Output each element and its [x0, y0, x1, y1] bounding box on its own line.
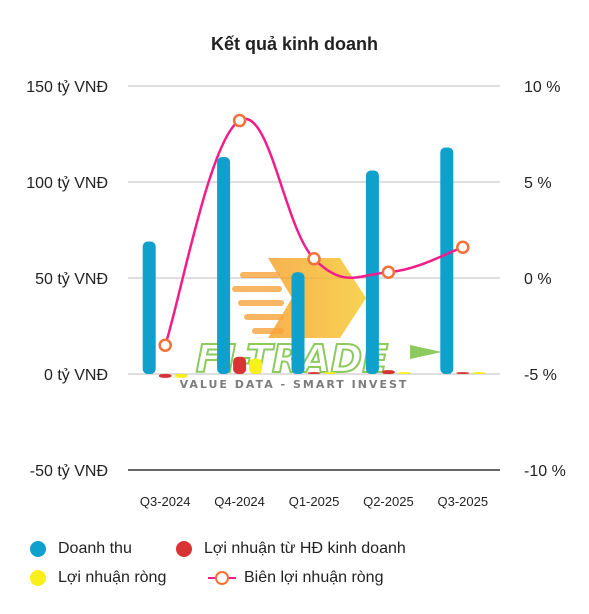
bar-0-1[interactable]	[217, 157, 231, 374]
y-right-tick-label: -5 %	[524, 367, 557, 384]
y-right-tick-label: -10 %	[524, 463, 566, 480]
x-tick-label: Q3-2025	[438, 494, 489, 509]
legend-swatch-loi-nhuan-rong	[30, 570, 46, 586]
y-left-tick-label: 0 tỷ VNĐ	[44, 367, 108, 384]
y-left-tick-label: 150 tỷ VNĐ	[26, 79, 108, 96]
bar-0-4[interactable]	[440, 147, 454, 374]
legend-item-loi-nhuan-rong[interactable]: Lợi nhuận ròng	[30, 569, 166, 587]
bar-1-4[interactable]	[456, 372, 470, 374]
y-right-tick-label: 5 %	[524, 175, 552, 192]
legend-label-doanh-thu: Doanh thu	[58, 540, 132, 557]
y-left-tick-label: 100 tỷ VNĐ	[26, 175, 108, 192]
bar-1-2[interactable]	[307, 372, 321, 374]
legend-item-loi-nhuan-hd[interactable]: Lợi nhuận từ HĐ kinh doanh	[176, 540, 406, 558]
margin-point-1[interactable]	[232, 113, 247, 128]
y-left-tick-label: 50 tỷ VNĐ	[35, 271, 108, 288]
bar-0-2[interactable]	[291, 272, 305, 374]
x-tick-label: Q4-2024	[214, 494, 265, 509]
y-right-tick-label: 10 %	[524, 79, 560, 96]
chart-canvas: FI-TRADE VALUE DATA - SMART INVEST 150 t…	[26, 79, 566, 509]
legend-swatch-doanh-thu	[30, 541, 46, 557]
legend-item-bien-loi-nhuan[interactable]: Biên lợi nhuận ròng	[208, 569, 383, 587]
bar-2-4[interactable]	[472, 372, 486, 374]
bar-2-0[interactable]	[174, 374, 188, 378]
bar-1-1[interactable]	[233, 356, 247, 374]
legend-label-loi-nhuan-rong: Lợi nhuận ròng	[58, 569, 167, 586]
margin-point-4[interactable]	[456, 240, 470, 255]
legend-item-doanh-thu[interactable]: Doanh thu	[30, 540, 132, 558]
y-right-tick-label: 0 %	[524, 271, 552, 288]
margin-point-2[interactable]	[307, 252, 321, 266]
bar-0-3[interactable]	[365, 170, 379, 374]
bar-2-3[interactable]	[397, 372, 411, 374]
margin-point-0[interactable]	[158, 338, 172, 352]
bar-2-2[interactable]	[323, 372, 337, 374]
bar-2-1[interactable]	[249, 358, 263, 374]
chart-title: Kết quả kinh doanh	[210, 34, 378, 54]
bar-1-0[interactable]	[158, 374, 172, 378]
legend-label-loi-nhuan-hd: Lợi nhuận từ HĐ kinh doanh	[204, 540, 406, 557]
margin-point-3[interactable]	[381, 265, 396, 279]
legend-label-bien-loi-nhuan: Biên lợi nhuận ròng	[244, 569, 384, 586]
legend-swatch-bien-loi-nhuan	[208, 570, 236, 586]
x-tick-label: Q3-2024	[140, 494, 191, 509]
y-left-tick-label: -50 tỷ VNĐ	[30, 463, 108, 480]
x-tick-label: Q2-2025	[363, 494, 414, 509]
x-tick-label: Q1-2025	[289, 494, 340, 509]
watermark-tagline: VALUE DATA - SMART INVEST	[180, 378, 409, 391]
bar-0-0[interactable]	[142, 241, 156, 374]
bar-1-3[interactable]	[381, 370, 395, 374]
legend-swatch-loi-nhuan-hd	[176, 541, 192, 557]
